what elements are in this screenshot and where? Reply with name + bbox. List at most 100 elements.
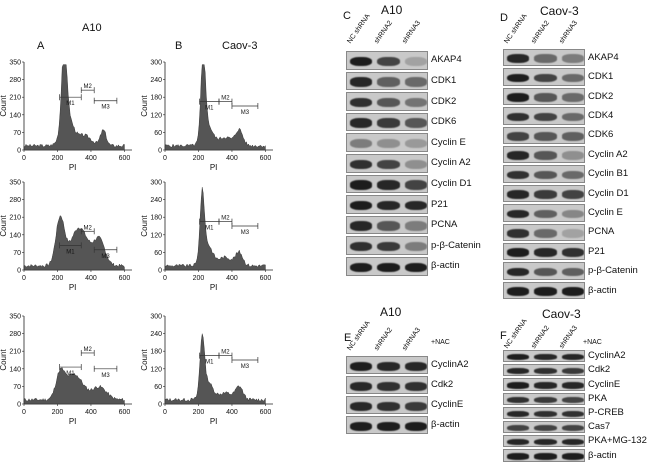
blot-strip [503, 421, 585, 434]
x-tick-label: 600 [260, 275, 272, 282]
band [534, 425, 557, 432]
band [507, 93, 530, 102]
x-axis-label: PI [69, 163, 77, 172]
band [377, 221, 400, 231]
y-axis-label: Count [140, 95, 149, 117]
y-tick-label: 300 [150, 60, 162, 67]
blot-strip [346, 257, 428, 276]
blot-strip [346, 376, 428, 394]
lane-header: shRNA2 [373, 19, 395, 45]
band [377, 262, 400, 272]
band [534, 93, 557, 102]
y-tick-label: 70 [13, 384, 21, 391]
panel-e-title: A10 [380, 305, 402, 319]
protein-label: CDK2 [431, 95, 457, 107]
protein-label: AKAP4 [588, 51, 619, 63]
histogram [164, 64, 266, 151]
blot-strip [503, 107, 585, 125]
protein-label: Cyclin B1 [588, 168, 629, 180]
blot-strip [503, 378, 585, 391]
gate-label: M3 [241, 230, 250, 236]
protein-label: P21 [588, 245, 605, 257]
y-tick-label: 350 [9, 60, 21, 67]
blot-strip [503, 165, 585, 183]
blot-strip [346, 154, 428, 173]
y-tick-label: 210 [9, 349, 21, 356]
x-axis-label: PI [69, 417, 77, 426]
band [404, 118, 427, 128]
band [350, 56, 373, 66]
protein-label: P21 [431, 198, 448, 210]
band [377, 242, 400, 252]
band [534, 382, 557, 389]
x-tick-label: 600 [260, 155, 272, 162]
panel-f-treatment: +NAC [583, 339, 602, 346]
band [404, 97, 427, 108]
y-axis-label: Count [0, 349, 8, 371]
x-tick-label: 400 [226, 275, 238, 282]
band [561, 93, 584, 102]
band [507, 151, 530, 161]
protein-label: CyclinE [431, 399, 464, 410]
y-tick-label: 140 [9, 232, 21, 239]
x-tick-label: 200 [193, 155, 205, 162]
band [404, 200, 427, 211]
x-tick-label: 200 [52, 275, 64, 282]
panel-a-letter: A [37, 40, 45, 52]
band [507, 267, 530, 277]
histogram [164, 333, 266, 405]
y-tick-label: 70 [13, 130, 21, 137]
band [377, 56, 400, 66]
gate-label: M2 [84, 347, 93, 353]
panel-f-letter: F [500, 330, 507, 342]
band [350, 118, 373, 128]
y-tick-label: 180 [150, 215, 162, 222]
band [534, 267, 557, 277]
protein-label: CyclinA2 [431, 359, 469, 370]
band [404, 180, 427, 190]
gate-label: M1 [66, 101, 75, 107]
gate-label: M1 [66, 371, 75, 377]
y-tick-label: 350 [9, 314, 21, 321]
y-axis-label: Count [140, 349, 149, 371]
x-axis-label: PI [69, 283, 77, 292]
band [561, 73, 584, 83]
y-tick-label: 300 [150, 314, 162, 321]
gate-label: M2 [221, 216, 230, 222]
protein-label: β-actin [431, 419, 460, 430]
y-tick-label: 210 [9, 215, 21, 222]
y-tick-label: 120 [150, 366, 162, 373]
protein-label: CDK1 [431, 74, 457, 86]
panel-e-letter: E [344, 332, 352, 344]
blot-strip [346, 236, 428, 255]
y-tick-label: 70 [13, 250, 21, 257]
y-tick-label: 60 [154, 384, 162, 391]
histogram [23, 367, 125, 405]
protein-label: Cyclin D1 [431, 177, 472, 189]
band [404, 221, 427, 231]
protein-label: β-actin [431, 260, 460, 272]
blot-strip [503, 49, 585, 67]
protein-label: PKA [588, 392, 608, 404]
band [350, 242, 373, 252]
band [561, 382, 584, 389]
band [350, 381, 373, 391]
panel-a-title: A10 [82, 22, 102, 34]
protein-label: Cas7 [588, 421, 611, 433]
band [377, 97, 400, 108]
band [350, 421, 373, 431]
band [507, 396, 530, 403]
lane-header: shRNA3 [557, 19, 579, 45]
band [377, 200, 400, 211]
band [561, 396, 584, 403]
band [350, 139, 373, 149]
band [350, 180, 373, 190]
histogram [23, 215, 125, 271]
band [561, 368, 584, 375]
blot-strip [503, 204, 585, 222]
x-axis-label: PI [210, 417, 218, 426]
protein-label: β-actin [588, 449, 617, 461]
band [404, 56, 427, 66]
blot-strip [503, 223, 585, 241]
x-tick-label: 0 [22, 275, 26, 282]
